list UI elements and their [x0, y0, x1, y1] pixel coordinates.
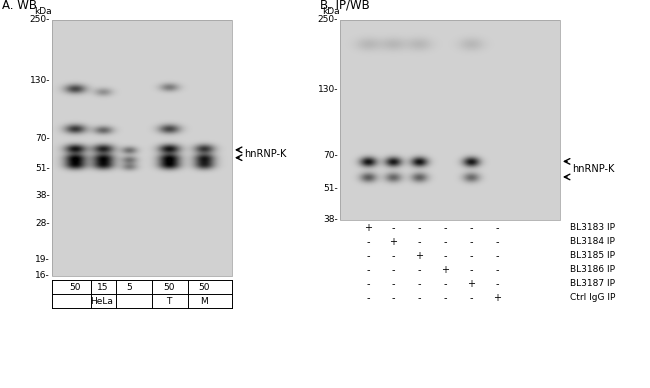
- Text: -: -: [417, 265, 421, 275]
- Text: 130-: 130-: [29, 76, 50, 85]
- Text: +: +: [415, 251, 423, 261]
- Text: -: -: [366, 279, 370, 289]
- Text: -: -: [391, 279, 395, 289]
- Text: -: -: [469, 251, 473, 261]
- Bar: [52, 20, 232, 276]
- Text: kDa: kDa: [322, 7, 339, 16]
- Text: 250-: 250-: [30, 16, 50, 24]
- Text: BL3187 IP: BL3187 IP: [570, 279, 615, 289]
- Text: -: -: [469, 293, 473, 303]
- Text: -: -: [391, 265, 395, 275]
- Text: -: -: [417, 293, 421, 303]
- Text: -: -: [443, 251, 447, 261]
- Text: hnRNP-K: hnRNP-K: [572, 164, 614, 174]
- Text: 70-: 70-: [35, 134, 50, 143]
- Text: A. WB: A. WB: [2, 0, 37, 12]
- Text: -: -: [495, 237, 499, 247]
- Text: 28-: 28-: [35, 219, 50, 229]
- Text: BL3186 IP: BL3186 IP: [570, 265, 615, 274]
- Text: B. IP/WB: B. IP/WB: [320, 0, 370, 12]
- Text: -: -: [495, 251, 499, 261]
- Text: T: T: [166, 296, 172, 305]
- Text: -: -: [443, 279, 447, 289]
- Text: hnRNP-K: hnRNP-K: [244, 149, 287, 159]
- Text: 51-: 51-: [35, 163, 50, 173]
- Text: -: -: [469, 265, 473, 275]
- Text: 250-: 250-: [318, 16, 338, 24]
- Text: 50: 50: [198, 282, 210, 291]
- Text: 70-: 70-: [323, 151, 338, 159]
- Text: +: +: [441, 265, 449, 275]
- Text: kDa: kDa: [34, 7, 51, 16]
- Text: 130-: 130-: [317, 85, 338, 94]
- Text: 16-: 16-: [35, 272, 50, 281]
- Text: BL3185 IP: BL3185 IP: [570, 251, 615, 260]
- Text: -: -: [495, 265, 499, 275]
- Text: +: +: [493, 293, 501, 303]
- Text: 38-: 38-: [323, 215, 338, 225]
- Text: M: M: [200, 296, 208, 305]
- Text: 38-: 38-: [35, 191, 50, 200]
- Text: -: -: [443, 237, 447, 247]
- Text: -: -: [366, 265, 370, 275]
- Text: +: +: [467, 279, 475, 289]
- Text: 51-: 51-: [323, 184, 338, 193]
- Text: -: -: [366, 237, 370, 247]
- Text: +: +: [389, 237, 397, 247]
- Text: -: -: [495, 279, 499, 289]
- Text: -: -: [469, 237, 473, 247]
- Text: -: -: [469, 223, 473, 233]
- Text: -: -: [391, 251, 395, 261]
- Text: 50: 50: [70, 282, 81, 291]
- Text: Ctrl IgG IP: Ctrl IgG IP: [570, 293, 616, 303]
- Text: -: -: [366, 293, 370, 303]
- Text: 5: 5: [126, 282, 132, 291]
- Text: -: -: [391, 223, 395, 233]
- Text: -: -: [366, 251, 370, 261]
- Text: -: -: [417, 279, 421, 289]
- Text: HeLa: HeLa: [90, 296, 114, 305]
- Text: -: -: [495, 223, 499, 233]
- Text: -: -: [443, 293, 447, 303]
- Text: 19-: 19-: [35, 255, 50, 265]
- Text: -: -: [417, 223, 421, 233]
- Text: BL3184 IP: BL3184 IP: [570, 237, 615, 246]
- Text: -: -: [391, 293, 395, 303]
- Text: +: +: [364, 223, 372, 233]
- Text: 15: 15: [98, 282, 109, 291]
- Text: -: -: [443, 223, 447, 233]
- Text: 50: 50: [163, 282, 175, 291]
- Text: BL3183 IP: BL3183 IP: [570, 223, 615, 232]
- Bar: [340, 20, 560, 220]
- Text: -: -: [417, 237, 421, 247]
